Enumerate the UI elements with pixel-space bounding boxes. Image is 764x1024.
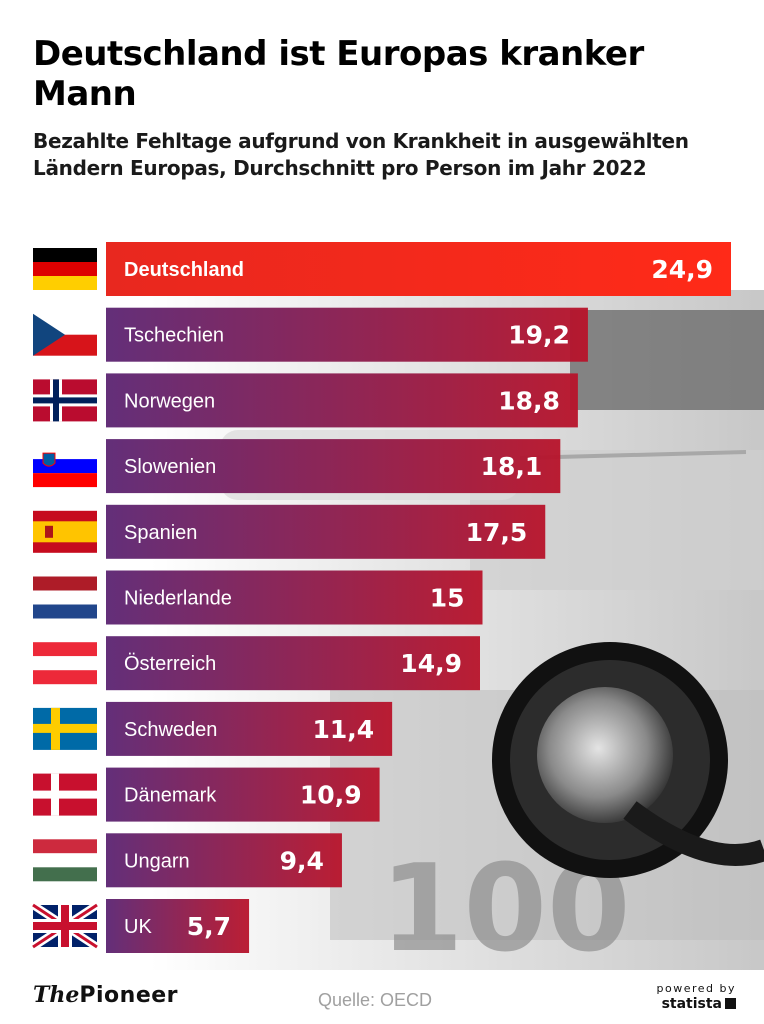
bar-label-uk: UK xyxy=(124,916,152,938)
source-note: Quelle: OECD xyxy=(318,990,433,1010)
bar-label-ungarn: Ungarn xyxy=(124,850,190,872)
bar-slowenien xyxy=(106,439,561,494)
statista-mark-icon xyxy=(725,998,736,1009)
logo-pioneer: Pioneer xyxy=(79,983,179,1008)
bar-label-schweden: Schweden xyxy=(124,719,217,741)
stethoscope-icon xyxy=(492,642,764,878)
value-label-österreich: 14,9 xyxy=(400,649,462,678)
bar-norwegen xyxy=(106,373,578,428)
bar-ungarn xyxy=(106,833,342,888)
bar-schweden xyxy=(106,701,393,756)
bar-label-spanien: Spanien xyxy=(124,522,197,544)
value-label-norwegen: 18,8 xyxy=(498,386,560,415)
chart-title: Deutschland ist Europas kranker Mann xyxy=(33,34,644,114)
norway-flag xyxy=(33,379,97,422)
value-label-spanien: 17,5 xyxy=(466,518,528,547)
chart-subtitle: Bezahlte Fehltage aufgrund von Krankheit… xyxy=(33,129,689,180)
value-label-schweden: 11,4 xyxy=(312,715,374,744)
bar-tschechien xyxy=(106,307,588,362)
bar-chart: Deutschland 24,9 Tschechien 19,2 Norwegen 18,… xyxy=(30,242,731,953)
bar-label-slowenien: Slowenien xyxy=(124,456,216,478)
bar-uk xyxy=(106,899,250,953)
sweden-flag xyxy=(33,707,97,750)
hungary-flag xyxy=(33,839,97,882)
bar-label-österreich: Österreich xyxy=(124,653,216,675)
value-label-niederlande: 15 xyxy=(430,584,465,613)
bar-label-dänemark: Dänemark xyxy=(124,785,217,807)
bar-dänemark xyxy=(106,767,380,822)
spain-flag xyxy=(33,510,97,553)
bar-spanien xyxy=(106,504,546,559)
value-label-tschechien: 19,2 xyxy=(508,321,570,350)
statista-logo: powered by statista xyxy=(640,982,736,1013)
bar-niederlande xyxy=(106,570,483,625)
logo-the: The xyxy=(33,982,80,1008)
slovenia-flag xyxy=(33,445,97,488)
value-label-deutschland: 24,9 xyxy=(651,255,713,284)
statista-text: statista xyxy=(661,996,722,1012)
bar-deutschland xyxy=(106,242,731,296)
bar-label-niederlande: Niederlande xyxy=(124,588,232,610)
uk-flag xyxy=(30,901,100,951)
bar-label-deutschland: Deutschland xyxy=(124,259,244,281)
value-label-dänemark: 10,9 xyxy=(300,781,362,810)
thepioneer-logo: ThePioneer xyxy=(33,982,178,1008)
netherlands-flag xyxy=(33,576,97,619)
germany-flag xyxy=(33,248,97,290)
value-label-slowenien: 18,1 xyxy=(481,452,543,481)
bar-österreich xyxy=(106,636,480,691)
bar-label-norwegen: Norwegen xyxy=(124,390,215,412)
denmark-flag xyxy=(33,773,97,816)
austria-flag xyxy=(33,642,97,685)
czech-flag xyxy=(33,313,97,356)
value-label-uk: 5,7 xyxy=(187,912,231,941)
bar-label-tschechien: Tschechien xyxy=(124,325,224,347)
powered-by-text: powered by xyxy=(656,982,736,995)
value-label-ungarn: 9,4 xyxy=(280,846,324,875)
